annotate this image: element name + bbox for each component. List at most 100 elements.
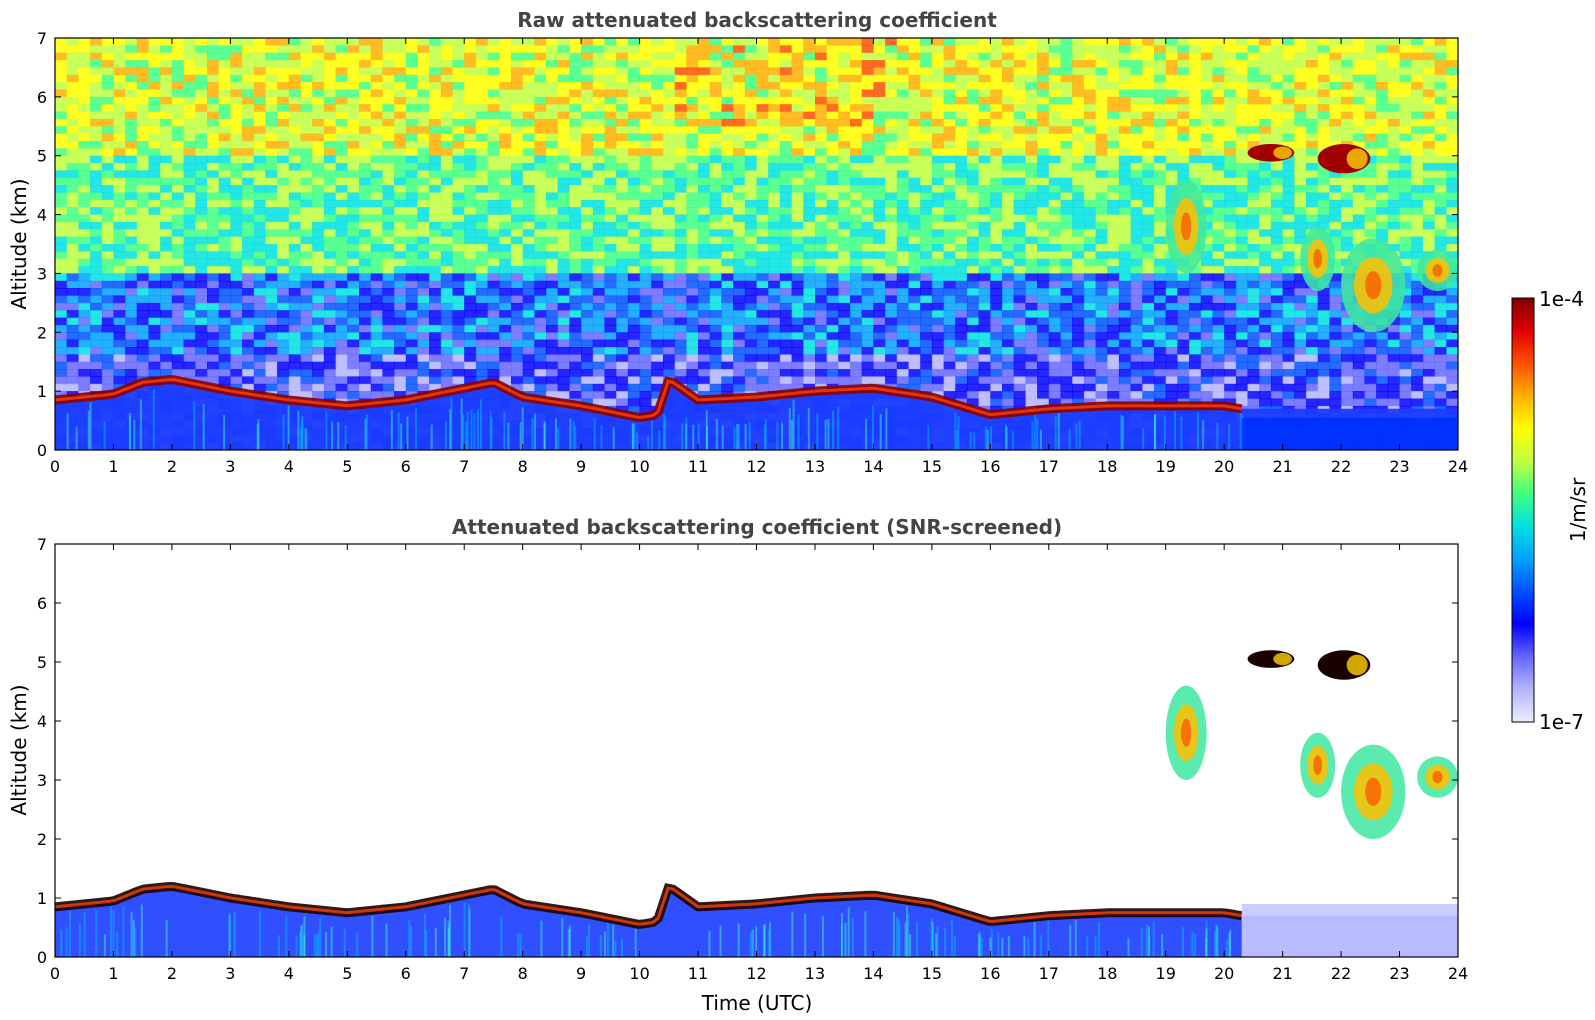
heatmap-cell [300,74,313,83]
heatmap-cell [230,163,243,172]
heatmap-cell [1154,163,1167,172]
heatmap-cell [417,185,430,194]
heatmap-cell [312,96,325,105]
heatmap-cell [1095,148,1108,157]
heatmap-cell [125,317,138,326]
heatmap-cell [78,229,91,238]
heatmap-cell [1072,104,1085,113]
heatmap-cell [160,199,173,208]
heatmap-cell [277,244,290,252]
heatmap-cell [1387,221,1401,230]
heatmap-cell [546,104,559,113]
heatmap-cell [1422,244,1436,252]
heatmap-cell [1142,177,1155,186]
heatmap-cell [312,339,325,348]
heatmap-cell [1411,288,1424,297]
heatmap-cell [183,221,196,230]
heatmap-cell [896,288,910,297]
heatmap-cell [1107,288,1120,297]
heatmap-cell [1025,163,1038,172]
heatmap-cell [1247,317,1260,326]
heatmap-cell [1072,324,1085,333]
heatmap-cell [826,214,839,223]
heatmap-cell [1434,185,1447,194]
heatmap-cell [335,60,348,69]
heatmap-cell [195,170,208,179]
heatmap-cell [160,207,173,216]
heatmap-cell [1235,82,1249,91]
heatmap-cell [955,38,968,46]
heatmap-cell [546,324,559,333]
heatmap-cell [1165,38,1178,46]
heatmap-cell [604,214,617,223]
heatmap-cell [1329,207,1342,216]
heatmap-cell [195,155,208,164]
heatmap-cell [943,280,956,289]
heatmap-cell [1317,38,1330,46]
heatmap-cell [382,236,395,245]
heatmap-cell [1200,89,1214,98]
heatmap-cell [838,214,851,223]
heatmap-cell [966,111,980,120]
heatmap-cell [1154,251,1167,260]
heatmap-cell [1177,118,1190,127]
heatmap-cell [1247,74,1260,83]
heatmap-cell [1177,74,1190,83]
heatmap-cell [698,38,711,46]
heatmap-cell [66,324,79,333]
heatmap-cell [639,111,652,120]
heatmap-cell [768,74,781,83]
heatmap-cell [920,185,933,194]
heatmap-cell [312,45,325,54]
heatmap-cell [300,302,313,311]
heatmap-cell [663,302,676,311]
heatmap-cell [581,38,594,46]
heatmap-cell [779,67,793,76]
heatmap-cell [312,229,325,238]
heatmap-cell [265,229,278,238]
heatmap-cell [1154,89,1167,98]
heatmap-cell [1387,148,1401,157]
heatmap-cell [242,192,255,201]
heatmap-cell [943,45,956,54]
heatmap-cell [440,332,454,341]
heatmap-cell [826,126,839,135]
heatmap-cell [627,38,641,46]
heatmap-cell [768,288,781,297]
heatmap-cell [908,111,921,120]
heatmap-cell [1224,111,1237,120]
heatmap-cell [663,82,676,91]
heatmap-cell [101,104,115,113]
heatmap-cell [253,244,267,252]
heatmap-cell [815,104,828,113]
heatmap-cell [557,74,570,83]
heatmap-cell [557,236,570,245]
heatmap-cell [1200,111,1214,120]
heatmap-cell [1446,295,1458,304]
heatmap-cell [522,236,535,245]
heatmap-cell [569,221,582,230]
heatmap-cell [1025,177,1038,186]
heatmap-cell [1247,199,1260,208]
heatmap-cell [1411,170,1424,179]
heatmap-cell [499,244,512,252]
heatmap-cell [394,302,407,311]
heatmap-cell [1107,258,1120,267]
heatmap-cell [464,317,477,326]
heatmap-cell [288,339,302,348]
heatmap-cell [815,82,828,91]
heatmap-cell [323,170,337,179]
heatmap-cell [546,38,559,46]
heatmap-cell [1072,288,1085,297]
heatmap-cell [1177,96,1190,105]
heatmap-cell [920,82,933,91]
heatmap-cell [277,236,290,245]
heatmap-cell [1411,258,1424,267]
heatmap-cell [452,148,465,157]
heatmap-cell [604,74,617,83]
heatmap-cell [885,236,898,245]
heatmap-cell [838,163,851,172]
heatmap-cell [616,126,629,135]
heatmap-cell [499,60,512,69]
heatmap-cell [698,82,711,91]
